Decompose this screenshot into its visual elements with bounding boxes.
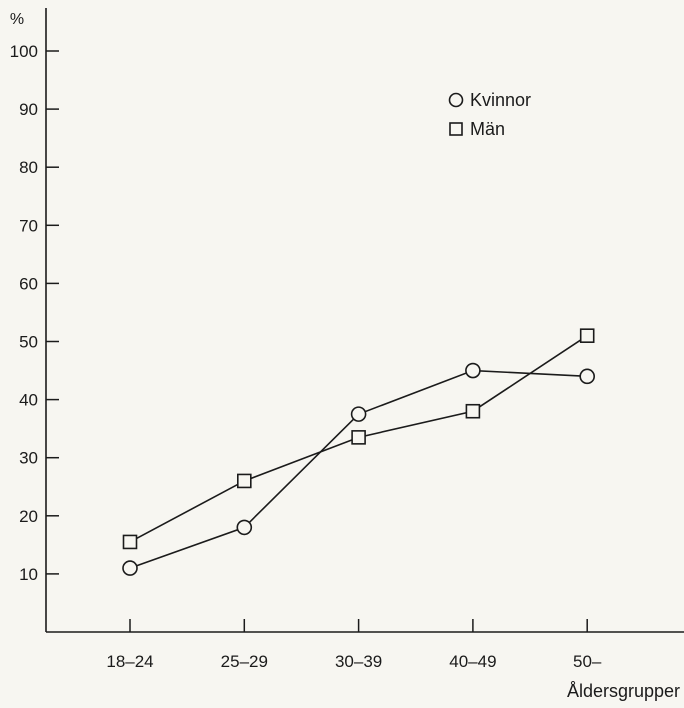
y-tick-label: 30 <box>19 449 38 468</box>
data-point-circle <box>465 362 481 379</box>
x-tick-label: 18–24 <box>106 652 153 671</box>
legend-square-icon <box>449 122 463 136</box>
axes: % Åldersgrupper <box>10 8 684 701</box>
data-point-circle <box>579 368 596 385</box>
y-tick-label: 50 <box>19 333 38 352</box>
legend-circle-icon <box>448 92 464 108</box>
y-tick-label: 20 <box>19 507 38 526</box>
data-point-circle <box>350 406 367 422</box>
legend: Kvinnor Män <box>448 90 531 139</box>
legend-label: Män <box>470 119 505 139</box>
series-line-circle <box>129 369 588 569</box>
data-point-square <box>465 403 481 419</box>
y-tick-label: 40 <box>19 391 38 410</box>
data-point-circle <box>236 519 253 536</box>
y-tick-label: 60 <box>19 274 38 293</box>
x-tick-label: 50– <box>573 652 602 671</box>
series-markers <box>122 328 596 576</box>
y-tick-label: 10 <box>19 565 38 584</box>
y-unit-label: % <box>10 11 24 28</box>
data-point-square <box>122 534 138 550</box>
x-ticks: 18–24 25–29 30–39 40–49 50– <box>106 619 602 671</box>
data-point-square <box>579 328 595 343</box>
y-tick-label: 70 <box>19 216 38 235</box>
y-tick-label: 90 <box>19 100 38 119</box>
legend-label: Kvinnor <box>470 90 531 110</box>
data-point-square <box>237 473 252 489</box>
y-tick-label: 80 <box>19 158 38 177</box>
x-tick-label: 40–49 <box>449 652 496 671</box>
data-point-circle <box>122 560 138 576</box>
y-tick-label: 100 <box>10 42 38 61</box>
y-ticks: 10 20 30 40 50 60 70 80 90 100 <box>10 42 59 584</box>
x-tick-label: 30–39 <box>335 652 382 671</box>
x-tick-label: 25–29 <box>221 652 268 671</box>
series-lines <box>129 335 588 569</box>
x-axis-title: Åldersgrupper <box>567 681 680 701</box>
data-point-square <box>351 430 366 445</box>
